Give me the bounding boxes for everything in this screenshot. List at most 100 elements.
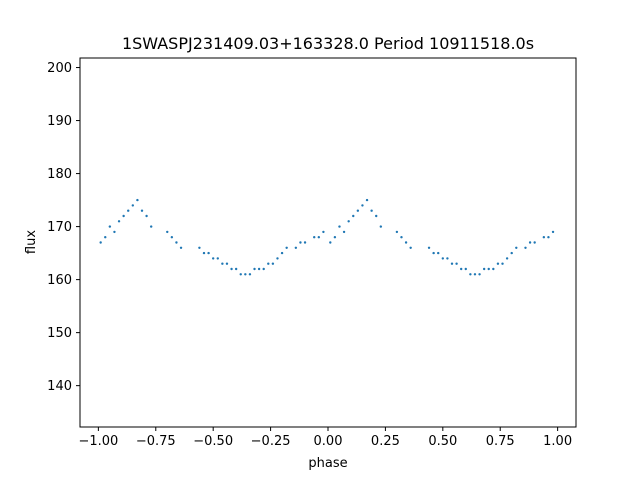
data-point bbox=[170, 236, 174, 239]
data-point bbox=[333, 236, 337, 239]
data-point bbox=[225, 262, 229, 265]
data-point bbox=[347, 220, 350, 223]
data-point bbox=[464, 267, 467, 271]
data-point bbox=[299, 241, 302, 244]
data-point bbox=[131, 204, 135, 207]
data-point bbox=[276, 257, 279, 260]
data-point bbox=[342, 230, 346, 234]
data-point bbox=[280, 251, 284, 255]
data-point bbox=[501, 262, 504, 265]
data-point bbox=[356, 209, 360, 212]
data-point bbox=[104, 236, 107, 239]
data-point bbox=[239, 273, 242, 276]
data-point bbox=[317, 236, 321, 239]
data-point bbox=[313, 236, 316, 239]
data-point bbox=[262, 267, 265, 271]
x-axis: −1.00 −0.75 −0.50 −0.25 0.00 0.25 0.50 0.75 1.00 bbox=[78, 427, 572, 449]
data-point bbox=[149, 225, 153, 228]
data-point bbox=[179, 246, 183, 249]
data-point bbox=[285, 246, 288, 249]
x-axis-label: phase bbox=[308, 456, 347, 471]
data-point bbox=[455, 262, 458, 265]
x-tick-label: −0.50 bbox=[193, 434, 233, 449]
data-point bbox=[338, 225, 341, 228]
y-tick-label: 190 bbox=[47, 114, 72, 129]
data-point bbox=[253, 267, 256, 271]
data-point bbox=[496, 262, 500, 265]
data-point bbox=[271, 262, 275, 265]
data-point bbox=[542, 236, 546, 239]
data-point bbox=[244, 273, 247, 276]
data-point bbox=[211, 257, 215, 260]
data-point bbox=[127, 209, 130, 212]
x-tick-label: 0.75 bbox=[486, 434, 515, 449]
data-point bbox=[322, 230, 325, 234]
y-tick-label: 180 bbox=[47, 167, 72, 182]
data-point bbox=[409, 246, 412, 249]
chart-title: 1SWASPJ231409.03+163328.0 Period 1091151… bbox=[122, 34, 534, 53]
data-point bbox=[524, 246, 527, 249]
y-axis: 140 150 160 170 180 190 200 bbox=[47, 61, 80, 394]
data-point bbox=[294, 246, 298, 249]
data-point bbox=[136, 198, 139, 202]
data-point bbox=[122, 214, 125, 218]
data-point bbox=[505, 257, 509, 260]
data-point bbox=[113, 230, 116, 234]
plot-area bbox=[99, 198, 555, 276]
data-point bbox=[446, 257, 449, 260]
data-point bbox=[510, 251, 513, 255]
data-point bbox=[515, 246, 518, 249]
data-point bbox=[267, 262, 270, 265]
data-point bbox=[234, 267, 238, 271]
y-tick-label: 200 bbox=[47, 61, 72, 76]
data-point bbox=[528, 241, 532, 244]
data-point bbox=[145, 214, 148, 218]
data-point bbox=[216, 257, 219, 260]
x-tick-label: −1.00 bbox=[78, 434, 118, 449]
data-point bbox=[533, 241, 536, 244]
data-point bbox=[99, 241, 102, 244]
x-tick-label: 0.25 bbox=[371, 434, 400, 449]
y-tick-label: 170 bbox=[47, 220, 72, 235]
data-point bbox=[400, 236, 403, 239]
data-point bbox=[202, 251, 206, 255]
x-tick-label: 0.00 bbox=[314, 434, 343, 449]
data-point bbox=[427, 246, 431, 249]
data-point bbox=[478, 273, 481, 276]
y-axis-label: flux bbox=[24, 230, 39, 254]
data-point bbox=[441, 257, 445, 260]
data-point bbox=[379, 225, 383, 228]
data-point bbox=[329, 241, 332, 244]
data-point bbox=[370, 209, 373, 212]
data-point bbox=[117, 220, 121, 223]
data-point bbox=[404, 241, 408, 244]
data-point bbox=[166, 230, 169, 234]
data-point bbox=[365, 198, 369, 202]
data-point bbox=[437, 251, 440, 255]
data-point bbox=[175, 241, 178, 244]
data-point bbox=[487, 267, 490, 271]
data-point bbox=[108, 225, 112, 228]
y-tick-label: 150 bbox=[47, 326, 72, 341]
data-point bbox=[207, 251, 210, 255]
x-tick-label: −0.75 bbox=[136, 434, 176, 449]
data-point bbox=[230, 267, 233, 271]
data-point bbox=[450, 262, 454, 265]
data-point bbox=[198, 246, 201, 249]
plot-frame bbox=[79, 57, 577, 428]
x-tick-label: −0.25 bbox=[251, 434, 291, 449]
data-point bbox=[473, 273, 477, 276]
data-point bbox=[482, 267, 486, 271]
data-point bbox=[248, 273, 252, 276]
y-tick-label: 160 bbox=[47, 273, 72, 288]
data-point bbox=[432, 251, 435, 255]
y-tick-label: 140 bbox=[47, 379, 72, 394]
data-point bbox=[492, 267, 495, 271]
data-point bbox=[303, 241, 307, 244]
data-point bbox=[221, 262, 224, 265]
data-point bbox=[459, 267, 463, 271]
data-point bbox=[547, 236, 550, 239]
data-point bbox=[257, 267, 261, 271]
data-point bbox=[140, 209, 144, 212]
data-point bbox=[375, 214, 378, 218]
